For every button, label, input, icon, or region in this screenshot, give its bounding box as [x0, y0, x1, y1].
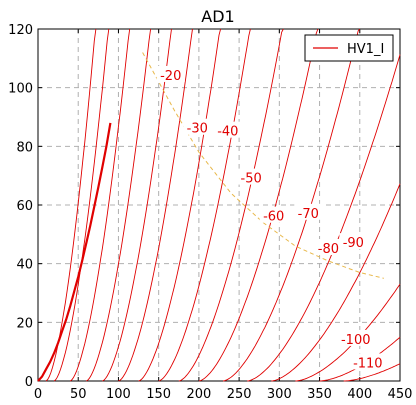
y-axis-ticks: 0 20 40 60 80 100 120	[8, 23, 400, 390]
grid-voltage-curve	[118, 28, 193, 382]
curve-label-bg	[337, 329, 374, 346]
curve-label: -30	[187, 122, 208, 137]
x-tick-label: 200	[186, 387, 211, 402]
y-tick-label: 60	[16, 199, 33, 214]
y-tick-label: 0	[25, 375, 33, 390]
grid-voltage-curve	[45, 28, 97, 382]
curve-label: -110	[353, 356, 383, 371]
curve-label-bg	[156, 65, 185, 82]
grid-voltage-curve	[198, 28, 319, 382]
x-tick-label: 0	[34, 387, 42, 402]
curve-label: -90	[343, 236, 364, 251]
grid-voltage-curve	[295, 283, 401, 382]
curve-label: -70	[298, 207, 319, 222]
x-tick-label: 50	[70, 387, 87, 402]
x-tick-label: 100	[106, 387, 131, 402]
curve-label: -80	[318, 242, 339, 257]
legend-entry: HV1_I	[347, 42, 384, 57]
y-tick-label: 120	[8, 23, 33, 38]
grid-voltage-curve	[343, 363, 401, 382]
grid-voltage-curve	[158, 28, 251, 382]
grid-voltage-curve	[102, 28, 172, 382]
grid-voltage-curve	[53, 28, 110, 382]
curve-label: -50	[241, 172, 262, 187]
grid	[38, 29, 400, 381]
curve-label: -60	[263, 210, 284, 225]
x-tick-label: 300	[267, 387, 292, 402]
grid-voltage-curve	[178, 28, 284, 382]
grid-voltage-curve	[86, 28, 152, 382]
curve-label-bg	[259, 206, 288, 223]
x-tick-label: 350	[307, 387, 332, 402]
legend: HV1_I	[304, 34, 394, 62]
y-tick-label: 20	[16, 316, 33, 331]
curve-label: -40	[217, 125, 238, 140]
curve-label-bg	[339, 233, 368, 250]
curve-label: -100	[341, 333, 371, 348]
x-tick-label: 150	[146, 387, 171, 402]
grid-voltage-curve	[222, 28, 361, 382]
x-tick-label: 250	[227, 387, 252, 402]
curve-label-bg	[349, 353, 386, 370]
x-axis-ticks: 0 50 100 150 200 250 300 350 400 450	[34, 29, 413, 402]
grid-voltage-curve	[69, 28, 131, 382]
curve-label-bg	[314, 239, 343, 255]
curve-labels: -20 -30 -40 -50 -60 -70 -80 -90 -100 -110	[156, 65, 386, 371]
y-tick-label: 40	[16, 258, 33, 273]
curve-label-bg	[213, 121, 242, 138]
chart-title: AD1	[201, 7, 234, 26]
x-tick-label: 400	[347, 387, 372, 402]
y-tick-label: 100	[8, 82, 33, 97]
curve-zero-bias	[37, 122, 112, 382]
curve-label: -20	[160, 69, 181, 84]
grid-voltage-curve	[271, 183, 401, 382]
curve-label-bg	[237, 168, 266, 185]
curve-label-bg	[183, 118, 212, 135]
grid-voltage-curve	[138, 28, 222, 382]
y-tick-label: 80	[16, 140, 33, 155]
grid-voltage-curve	[247, 54, 401, 382]
x-tick-label: 450	[388, 387, 413, 402]
curve-label-bg	[294, 203, 323, 220]
